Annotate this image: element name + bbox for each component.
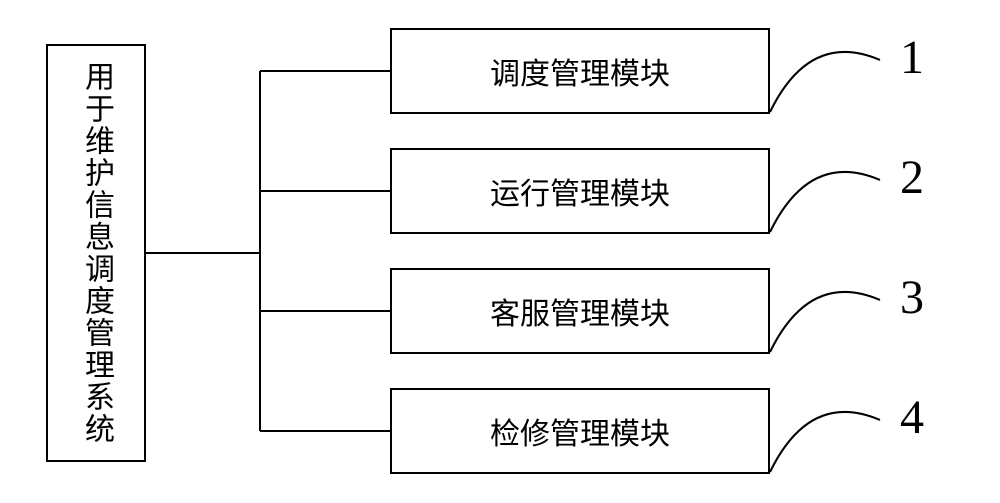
module-label: 调度管理模块	[490, 49, 670, 93]
module-label: 客服管理模块	[490, 289, 670, 333]
module-number-4: 4	[900, 390, 924, 445]
module-node-3: 客服管理模块	[390, 268, 770, 354]
root-node: 用于维护信息调度管理系统	[46, 44, 146, 462]
module-number-2: 2	[900, 150, 924, 205]
module-node-1: 调度管理模块	[390, 28, 770, 114]
module-label: 运行管理模块	[490, 169, 670, 213]
module-number-1: 1	[900, 30, 924, 85]
module-node-2: 运行管理模块	[390, 148, 770, 234]
module-label: 检修管理模块	[490, 409, 670, 453]
module-number-3: 3	[900, 270, 924, 325]
diagram-container: 用于维护信息调度管理系统 调度管理模块 1 运行管理模块 2 客服管理模块 3 …	[0, 0, 1000, 503]
root-label: 用于维护信息调度管理系统	[74, 61, 118, 445]
module-node-4: 检修管理模块	[390, 388, 770, 474]
